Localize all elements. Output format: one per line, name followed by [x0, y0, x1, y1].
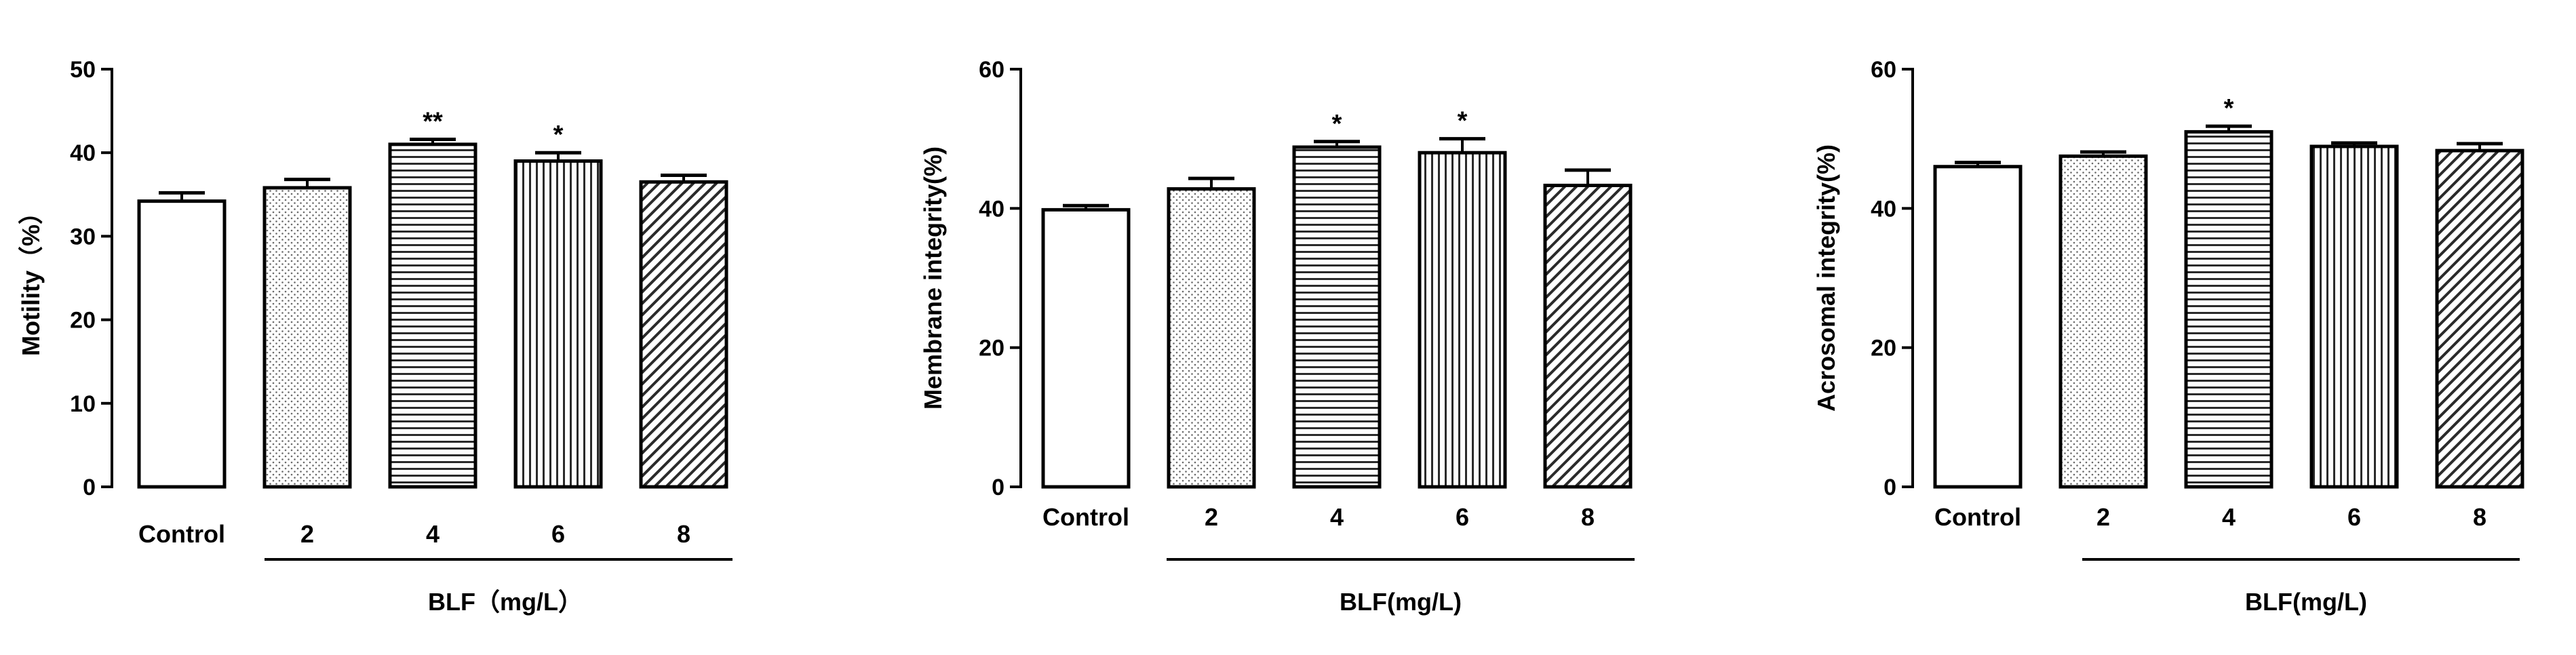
y-tick-label: 20 — [70, 308, 96, 334]
y-tick-label: 40 — [979, 196, 1004, 222]
group-label: BLF(mg/L) — [1340, 588, 1462, 616]
category-label: 6 — [551, 520, 565, 548]
significance-label: ** — [423, 107, 443, 136]
bar — [262, 186, 352, 489]
y-tick-label: 0 — [992, 475, 1004, 500]
bar — [2435, 148, 2524, 489]
bar — [1418, 151, 1507, 489]
y-tick-label: 20 — [979, 336, 1004, 361]
category-label: 8 — [2473, 503, 2486, 531]
category-label: 2 — [2096, 503, 2110, 531]
y-axis-label: Membrane integrity(%) — [919, 146, 947, 410]
category-label: 8 — [1581, 503, 1595, 531]
category-label: 2 — [300, 520, 314, 548]
category-label: Control — [1042, 503, 1129, 531]
bar — [1543, 183, 1633, 489]
y-axis-label: Motility（%） — [17, 200, 45, 356]
y-tick-label: 30 — [70, 224, 96, 250]
y-tick-label: 60 — [979, 57, 1004, 83]
bar — [2058, 154, 2148, 489]
category-label: 6 — [1456, 503, 1469, 531]
category-label: Control — [138, 520, 225, 548]
y-tick-label: 20 — [1871, 336, 1896, 361]
bar — [137, 199, 227, 489]
y-tick-label: 40 — [1871, 196, 1896, 222]
chart-panel-3: 0 20 40 60 Acrosomal integrity(%) Control 2 * 4 6… — [1812, 57, 2524, 616]
bar — [2184, 130, 2273, 489]
significance-label: * — [1332, 110, 1342, 138]
bar — [1041, 207, 1131, 489]
bar — [1167, 187, 1256, 489]
y-tick-label: 0 — [83, 475, 96, 500]
y-tick-label: 10 — [70, 391, 96, 417]
bar — [1933, 165, 2023, 489]
category-label: 4 — [426, 520, 440, 548]
bar — [513, 159, 603, 489]
group-label: BLF(mg/L) — [2245, 588, 2367, 616]
y-tick-label: 60 — [1871, 57, 1896, 83]
category-label: Control — [1934, 503, 2021, 531]
y-tick-label: 0 — [1884, 475, 1896, 500]
chart-panel-2: 0 20 40 60 Membrane integrity(%) Control 2 * 4 * 6… — [919, 57, 1635, 616]
group-label: BLF（mg/L） — [428, 588, 583, 616]
bar — [388, 142, 477, 489]
category-label: 6 — [2347, 503, 2361, 531]
bar — [1292, 145, 1382, 489]
category-label: 4 — [1330, 503, 1344, 531]
y-axis-label: Acrosomal integrity(%) — [1812, 144, 1840, 412]
bar — [639, 180, 728, 489]
category-label: 4 — [2222, 503, 2236, 531]
significance-label: * — [553, 121, 564, 149]
significance-label: * — [1458, 107, 1468, 136]
significance-label: * — [2224, 94, 2234, 123]
category-label: 2 — [1205, 503, 1218, 531]
category-label: 8 — [677, 520, 690, 548]
chart-panel-1: 0 10 20 30 40 50 Motility（%） Control 2 ** 4 * 6 8 BLF（… — [17, 57, 733, 616]
y-tick-label: 40 — [70, 140, 96, 166]
y-tick-label: 50 — [70, 57, 96, 83]
bar — [2309, 144, 2399, 489]
